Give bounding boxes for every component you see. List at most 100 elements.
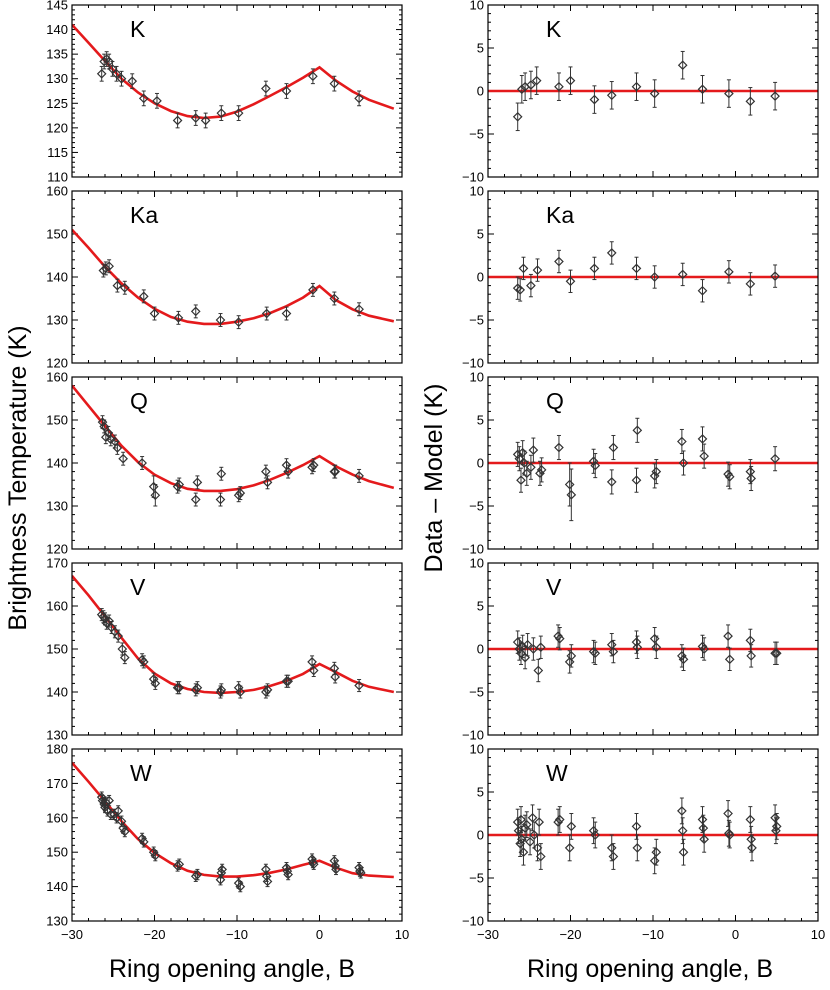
panel-left-q-data-point [192, 475, 203, 490]
panel-right-q-data-point [746, 465, 757, 492]
panel-right-w-diamond-marker [554, 814, 565, 825]
panel-right-q-diamond-marker [566, 489, 577, 500]
panel-right-k-label: K [546, 16, 562, 42]
panel-left-w-data-point [355, 867, 366, 879]
panel-right-q-data-point [770, 446, 780, 472]
panel-right-k-data-point [724, 79, 734, 108]
panel-left-k-data-point [127, 73, 138, 90]
panel-left-k-model-curve [72, 23, 395, 120]
panel-right-w-data-point [512, 808, 523, 836]
panel-right-ka-diamond-marker [649, 272, 660, 282]
panel-left-q-diamond-marker [216, 468, 227, 479]
panel-right-q-diamond-marker [588, 456, 599, 467]
panel-left-w-data-point [150, 849, 161, 862]
panel-left-w-data-point [331, 863, 341, 876]
panel-right-ka-diamond-marker [724, 266, 734, 277]
panel-right-v-diamond-marker [566, 651, 577, 661]
panel-left-ka-data-point [215, 313, 226, 327]
panel-left-q-diamond-marker [262, 477, 273, 488]
panel-left-k-data-point [190, 110, 201, 126]
panel-right-ka-diamond-marker [589, 263, 600, 274]
panel-left-w-diamond-marker [308, 859, 319, 870]
panel-left-k: 110 115 120 125 130 135 140 145 K [46, 0, 403, 185]
panel-left-v-data-point [235, 685, 246, 699]
panel-right-v-data-point [723, 624, 733, 648]
panel-left-v-data-point [216, 683, 227, 697]
panel-right-w-x-tick-label: −20 [559, 927, 581, 942]
panel-left-q-y-tick-label: 150 [46, 413, 68, 428]
panel-left-k-frame [71, 4, 403, 178]
panel-right-v-data-point [517, 634, 528, 659]
panel-left-v-diamond-marker [308, 665, 319, 676]
panel-left-ka-diamond-marker [215, 315, 226, 325]
panel-right-w-data-point [746, 825, 757, 853]
panel-left-q-data-point [235, 486, 246, 501]
panel-left-ka-data-point [138, 289, 149, 304]
panel-right-k-diamond-marker [512, 111, 523, 122]
panel-right-w-diamond-marker [632, 843, 643, 853]
panel-right-ka-data-point [589, 256, 600, 281]
panel-left-v-diamond-marker [113, 631, 124, 641]
panel-right-ka-data-point [770, 264, 780, 288]
panel-right-w-data-point [527, 804, 538, 832]
panel-left-w-y-tick-label: 130 [46, 914, 68, 929]
panel-left-w-data-point [308, 858, 319, 870]
panel-right-w-diamond-marker [521, 819, 532, 830]
panel-right-w-data-point [534, 808, 544, 836]
panel-left-q-diamond-marker [103, 428, 114, 438]
panel-left-w-data-point [262, 875, 273, 888]
panel-right-v-diamond-marker [770, 648, 780, 659]
panel-left-v-diamond-marker [150, 678, 161, 689]
panel-left-ka-model-curve [72, 228, 395, 326]
panel-left-v-diamond-marker [262, 685, 273, 695]
panel-right-q-diamond-marker [536, 465, 547, 475]
panel-right-q-data-point [590, 453, 601, 479]
panel-left-k-diamond-marker [127, 76, 138, 87]
panel-left-v-data-point [117, 642, 128, 656]
panel-left-q-label: Q [130, 388, 148, 414]
panel-left-v-diamond-marker [192, 682, 203, 693]
panel-left-q-diamond-marker [112, 443, 123, 453]
panel-right-w-data-point [631, 813, 642, 840]
panel-left-k-diamond-marker [200, 115, 211, 126]
panel-right-k-data-point [589, 85, 600, 114]
panel-right-q-y-tick-label: −5 [469, 499, 484, 514]
panel-left-q-data-point [308, 458, 319, 473]
panel-left-ka-diamond-marker [261, 308, 272, 319]
panel-right-v-data-point [771, 641, 782, 665]
panel-right-w-x-tick-label: 0 [732, 927, 739, 942]
panel-left-v-diamond-marker [119, 652, 130, 663]
panel-left-ka-diamond-marker [233, 317, 244, 327]
panel-right-q-diamond-marker [724, 471, 735, 482]
left-x-axis-title: Ring opening angle, B [109, 955, 355, 983]
panel-right-v: −10 −5 0 5 10 V [462, 556, 819, 743]
panel-left-w-y-tick-label: 160 [46, 810, 68, 825]
panel-left-q-data-point [283, 464, 293, 479]
panel-left-ka-diamond-marker [173, 313, 184, 323]
panel-right-w-data-point [606, 834, 617, 862]
panel-right-q-diamond-marker [521, 468, 532, 479]
panel-left-w-model-curve [72, 761, 394, 879]
panel-right-q-diamond-marker [512, 449, 523, 460]
panel-left-k-diamond-marker [261, 83, 271, 94]
panel-right-q-diamond-marker [723, 469, 733, 480]
panel-left-w-diamond-marker [104, 795, 114, 806]
panel-left-k-y-tick-label: 130 [46, 71, 68, 86]
panel-left-ka-y-tick-label: 150 [46, 227, 68, 242]
panel-left-ka-diamond-marker [119, 282, 130, 293]
panel-right-ka-data-point [745, 272, 756, 296]
panel-right-w-data-point [771, 813, 782, 840]
panel-left-q-data-point [148, 475, 159, 498]
panel-left-w-diamond-marker [261, 871, 272, 882]
panel-left-ka-diamond-marker [104, 261, 114, 272]
panel-right-w-data-point [649, 847, 660, 875]
panel-right-k-frame [487, 4, 819, 178]
panel-left-k-data-point [116, 70, 127, 87]
panel-left-k-diamond-marker [111, 68, 122, 79]
panel-left-w-data-point [138, 836, 149, 848]
panel-right-v-diamond-marker [723, 631, 733, 641]
panel-left-w: −30 −20 −10 0 10 130 140 150 160 170 180 W [46, 742, 409, 943]
panel-left-w-data-point [174, 858, 185, 870]
panel-left-k-data-point [138, 90, 149, 107]
panel-right-w-diamond-marker [566, 821, 577, 832]
